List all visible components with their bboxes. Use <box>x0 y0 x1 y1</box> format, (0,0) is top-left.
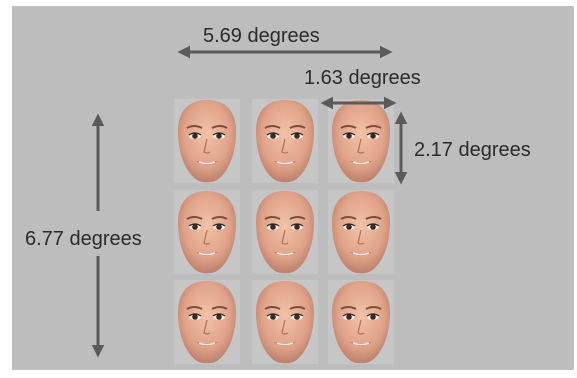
figure-canvas <box>91 45 408 365</box>
face-image <box>327 98 395 184</box>
face-image <box>327 279 395 365</box>
overall-width-label: 5.69 degrees <box>203 25 320 47</box>
face-image <box>173 279 241 365</box>
face-image <box>251 98 319 184</box>
face-grid <box>173 98 395 365</box>
face-image <box>251 189 319 275</box>
face-image <box>173 98 241 184</box>
face-image <box>327 189 395 275</box>
face-width-label: 1.63 degrees <box>304 67 421 89</box>
overall-height-label: 6.77 degrees <box>25 228 142 250</box>
stimulus-figure: 5.69 degrees 1.63 degrees 2.17 degrees 6… <box>12 6 574 370</box>
face-height-label: 2.17 degrees <box>414 139 531 161</box>
face-image <box>173 189 241 275</box>
face-image <box>251 279 319 365</box>
